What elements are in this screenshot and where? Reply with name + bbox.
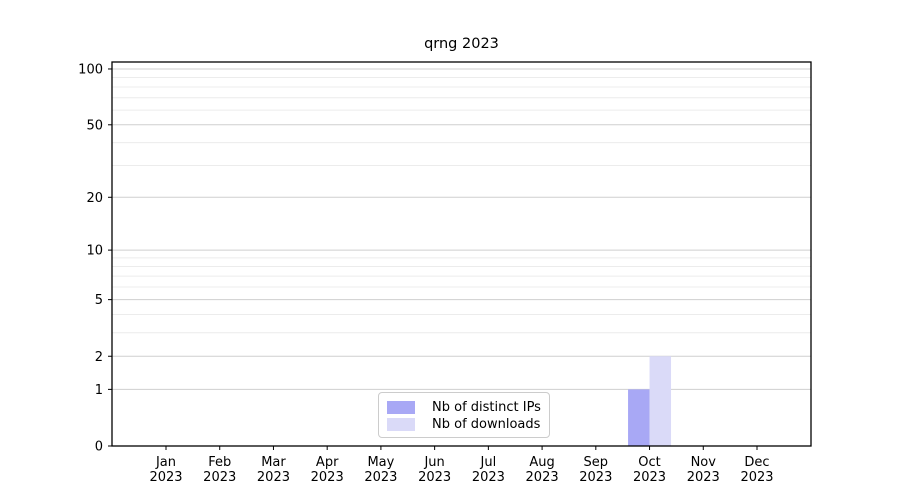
- legend-swatch-distinct-ips: [387, 401, 415, 414]
- legend-item-downloads: Nb of downloads: [387, 416, 541, 433]
- x-tick-label-year: 2023: [579, 470, 612, 485]
- x-tick-label-month: Feb: [208, 455, 231, 470]
- x-tick-label-month: Mar: [261, 455, 286, 470]
- x-tick-label-year: 2023: [472, 470, 505, 485]
- x-tick-label-month: Sep: [584, 455, 609, 470]
- y-tick-label: 1: [95, 383, 103, 398]
- y-tick-label: 0: [95, 440, 103, 455]
- x-tick-label-month: Jun: [423, 455, 444, 470]
- x-tick-label-month: May: [367, 455, 394, 470]
- bar-oct-s0: [628, 389, 650, 446]
- legend-item-distinct-ips: Nb of distinct IPs: [387, 399, 541, 416]
- legend: Nb of distinct IPs Nb of downloads: [378, 392, 550, 438]
- chart-title: qrng 2023: [424, 36, 499, 52]
- x-tick-label-year: 2023: [257, 470, 290, 485]
- x-tick-label-month: Aug: [529, 455, 554, 470]
- y-tick-label: 20: [86, 191, 103, 206]
- x-tick-label-year: 2023: [740, 470, 773, 485]
- x-tick-label-year: 2023: [311, 470, 344, 485]
- x-tick-label-year: 2023: [203, 470, 236, 485]
- x-tick-label-month: Dec: [744, 455, 769, 470]
- x-tick-label-month: Apr: [316, 455, 339, 470]
- x-tick-label-year: 2023: [149, 470, 182, 485]
- x-tick-label-month: Nov: [691, 455, 717, 470]
- legend-swatch-downloads: [387, 418, 415, 431]
- y-tick-label: 2: [95, 350, 103, 365]
- y-tick-label: 10: [86, 244, 103, 259]
- legend-label-downloads: Nb of downloads: [432, 417, 541, 432]
- x-tick-label-year: 2023: [418, 470, 451, 485]
- x-tick-label-year: 2023: [687, 470, 720, 485]
- x-tick-label-year: 2023: [633, 470, 666, 485]
- x-tick-label-year: 2023: [364, 470, 397, 485]
- y-tick-label: 100: [78, 62, 103, 77]
- x-tick-label-month: Jul: [480, 455, 497, 470]
- bar-oct-s1: [649, 356, 672, 446]
- plot-area: [111, 61, 812, 447]
- x-tick-label-year: 2023: [526, 470, 559, 485]
- y-tick-label: 50: [86, 118, 103, 133]
- legend-label-distinct-ips: Nb of distinct IPs: [432, 400, 541, 415]
- y-tick-label: 5: [95, 293, 103, 308]
- x-tick-label-month: Jan: [155, 455, 176, 470]
- x-tick-label-month: Oct: [638, 455, 660, 470]
